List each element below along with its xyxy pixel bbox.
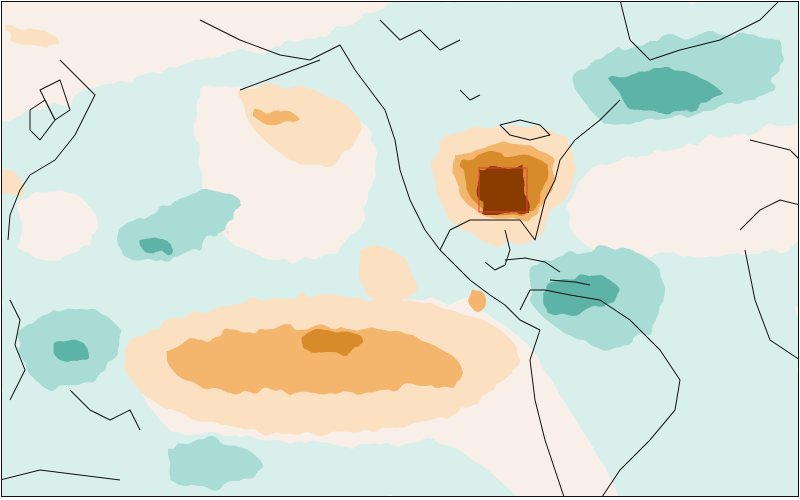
map-shape [478,168,528,212]
highlight-box [478,167,528,213]
map-shape [55,339,89,363]
map-shape [20,190,100,261]
map-shape [239,59,321,91]
map-shape [10,28,60,48]
map-shape [7,59,96,241]
map-shape [459,89,481,101]
map-shape [610,69,720,112]
map-shape [140,238,171,255]
map-shape [529,329,565,496]
map-shape [39,79,71,121]
map-shape [379,19,461,51]
map-shape [540,275,620,314]
map-shape [300,329,365,355]
map-shape [9,299,26,401]
map-shape [29,99,56,141]
map-shape [165,326,462,393]
map-shape [749,139,798,159]
map-shape [360,247,416,303]
map-shape [744,249,798,360]
map-shape [240,86,360,166]
map-shape [69,389,141,431]
map-shape [471,288,486,314]
map-shape [30,2,328,72]
map-shape [2,469,121,481]
map-shape [549,279,591,286]
map-shape [439,99,621,251]
map-shape [199,19,541,331]
map-shape [2,169,22,195]
map-shape [499,119,551,141]
map-shape [504,257,561,273]
map-shape [255,108,300,126]
map-shape [619,2,779,61]
map-shape [519,289,681,496]
map-shape [484,229,511,271]
map-shape [739,199,798,231]
map-shape [170,439,260,489]
